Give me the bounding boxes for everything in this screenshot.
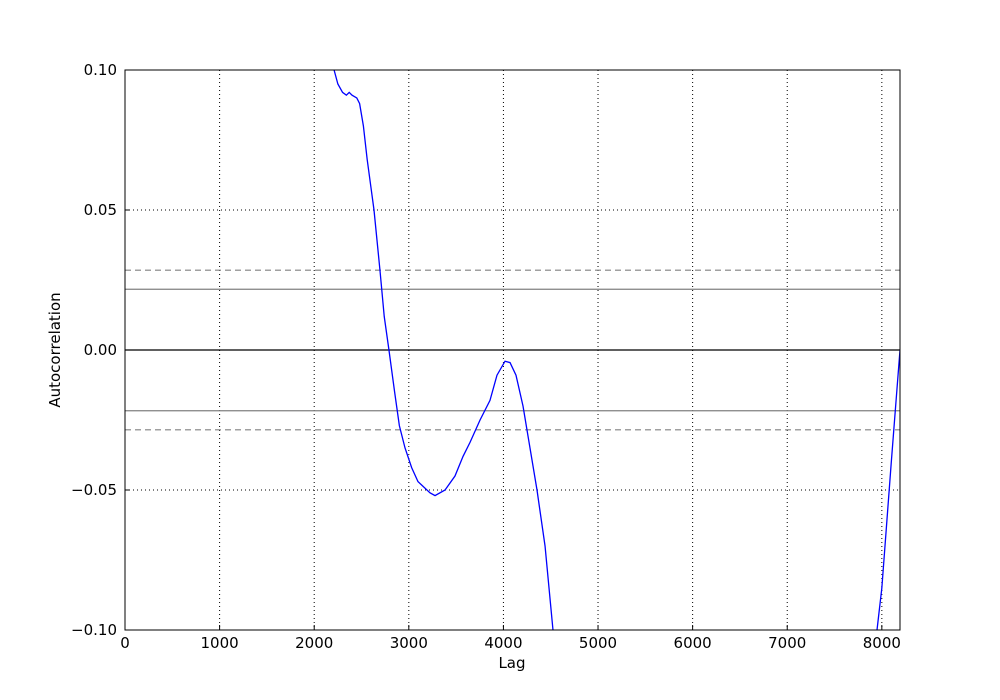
y-axis-label: Autocorrelation (46, 292, 64, 407)
x-tick-label: 0 (120, 634, 130, 652)
x-tick-label: 2000 (295, 634, 333, 652)
x-tick-label: 1000 (201, 634, 239, 652)
x-axis-label: Lag (498, 654, 525, 672)
autocorrelation-line (333, 70, 900, 630)
x-tick-label: 8000 (863, 634, 901, 652)
y-tick-label: 0.05 (84, 201, 117, 219)
x-tick-label: 7000 (768, 634, 806, 652)
x-tick-label: 6000 (674, 634, 712, 652)
y-tick-label: −0.05 (71, 481, 117, 499)
x-tick-label: 3000 (390, 634, 428, 652)
y-tick-label: −0.10 (71, 621, 117, 639)
x-tick-label: 4000 (484, 634, 522, 652)
y-tick-label: 0.10 (84, 61, 117, 79)
y-tick-label: 0.00 (84, 341, 117, 359)
x-tick-label: 5000 (579, 634, 617, 652)
